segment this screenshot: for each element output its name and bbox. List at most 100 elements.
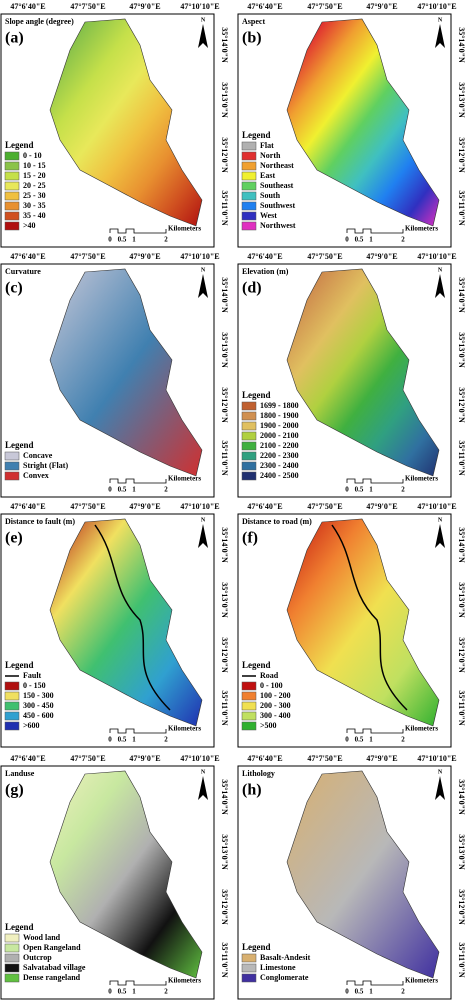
legend-label: Southeast — [260, 181, 294, 190]
latitude-label: 35°13'0"N — [220, 834, 229, 870]
scale-bar — [109, 228, 167, 234]
legend-title: Legend — [5, 440, 34, 450]
legend-swatch — [4, 191, 20, 201]
scale-unit: Kilometers — [405, 977, 438, 985]
map-panel: 47°6'40"E 47°7'50"E 47°9'0"E 47°10'10"E 35°1… — [0, 252, 229, 498]
latitude-label: 35°11'0"N — [457, 440, 466, 475]
legend-label: >600 — [23, 721, 40, 730]
longitude-label: 47°10'10"E — [417, 754, 456, 763]
legend-swatch — [4, 943, 20, 953]
legend-swatch — [4, 681, 20, 691]
legend-label: 1699 - 1800 — [260, 401, 299, 410]
latitude-label: 35°11'0"N — [457, 942, 466, 977]
latitude-label: 35°12'0"N — [457, 387, 466, 423]
scale-tick: 2 — [401, 486, 405, 494]
scale-tick: 1 — [132, 486, 136, 494]
legend-label: 10 - 15 — [23, 161, 46, 170]
legend-swatch — [241, 421, 257, 431]
north-label: N — [201, 17, 206, 23]
north-label: N — [201, 517, 206, 523]
legend-label: Limestone — [260, 963, 296, 972]
latitude-label: 35°13'0"N — [220, 582, 229, 618]
latitude-label: 35°13'0"N — [457, 332, 466, 368]
longitude-label: 47°7'50"E — [307, 754, 342, 763]
latitude-label: 35°13'0"N — [220, 332, 229, 368]
scale-tick: 2 — [164, 486, 168, 494]
panel-title: Elevation (m) — [242, 267, 289, 276]
legend-label: Northwest — [260, 221, 296, 230]
scale-tick: 1 — [369, 486, 373, 494]
legend-swatch — [241, 151, 257, 161]
legend-label: Conglomerate — [260, 973, 309, 982]
legend-swatch — [241, 973, 257, 983]
latitude-label: 35°11'0"N — [457, 690, 466, 725]
legend-swatch — [241, 441, 257, 451]
scale-tick: 1 — [369, 736, 373, 744]
longitude-label: 47°9'0"E — [129, 2, 160, 11]
latitude-label: 35°14'0"N — [457, 27, 466, 63]
scale-tick: 0 — [345, 988, 349, 996]
legend-label: 450 - 600 — [23, 711, 54, 720]
north-arrow — [198, 776, 208, 800]
latitude-label: 35°14'0"N — [220, 779, 229, 815]
panel-title: Distance to road (m) — [242, 517, 312, 526]
legend-title: Legend — [242, 942, 271, 952]
latitude-label: 35°14'0"N — [220, 527, 229, 563]
scale-tick: 0 — [108, 988, 112, 996]
legend-swatch — [4, 711, 20, 721]
legend-swatch — [241, 681, 257, 691]
scale-bar — [109, 728, 167, 734]
longitude-label: 47°10'10"E — [180, 2, 219, 11]
legend-swatch — [241, 221, 257, 231]
scale-tick: 2 — [164, 988, 168, 996]
legend-swatch — [241, 691, 257, 701]
panel-letter: (d) — [242, 280, 262, 297]
legend-title: Legend — [5, 922, 34, 932]
legend-label: South — [260, 191, 281, 200]
legend-label: 100 - 200 — [260, 691, 291, 700]
latitude-label: 35°14'0"N — [220, 27, 229, 63]
latitude-label: 35°12'0"N — [220, 637, 229, 673]
legend-label: 2000 - 2100 — [260, 431, 299, 440]
legend-label: 300 - 450 — [23, 701, 54, 710]
north-arrow — [435, 524, 445, 548]
legend-swatch — [4, 221, 20, 231]
legend-swatch — [241, 171, 257, 181]
legend-label: 200 - 300 — [260, 701, 291, 710]
legend-label: 35 - 40 — [23, 211, 46, 220]
scale-bar — [109, 478, 167, 484]
scale-tick: 0.5 — [355, 486, 364, 494]
longitude-label: 47°6'40"E — [10, 502, 45, 511]
legend-swatch — [4, 461, 20, 471]
latitude-label: 35°14'0"N — [457, 779, 466, 815]
legend-swatch — [241, 411, 257, 421]
legend-swatch — [4, 451, 20, 461]
longitude-label: 47°7'50"E — [70, 502, 105, 511]
scale-tick: 0 — [345, 736, 349, 744]
legend-swatch — [4, 181, 20, 191]
longitude-label: 47°7'50"E — [70, 252, 105, 261]
legend-label: 2400 - 2500 — [260, 471, 299, 480]
legend-label: Southwest — [260, 201, 295, 210]
legend-label: 30 - 35 — [23, 201, 46, 210]
north-label: N — [438, 267, 443, 273]
scale-bar — [346, 728, 404, 734]
longitude-label: 47°7'50"E — [70, 2, 105, 11]
longitude-label: 47°10'10"E — [417, 2, 456, 11]
north-arrow — [198, 24, 208, 48]
latitude-label: 35°12'0"N — [457, 889, 466, 925]
legend-label: 0 - 150 — [23, 681, 46, 690]
legend-label: Outcrop — [23, 953, 52, 962]
latitude-label: 35°13'0"N — [220, 82, 229, 118]
legend-label: 2100 - 2200 — [260, 441, 299, 450]
panel-letter: (h) — [242, 782, 262, 799]
latitude-label: 35°12'0"N — [220, 387, 229, 423]
study-area — [286, 770, 440, 979]
legend-label: Road — [260, 671, 279, 680]
panel-letter: (b) — [242, 30, 262, 47]
legend-label: 1800 - 1900 — [260, 411, 299, 420]
scale-bar — [346, 228, 404, 234]
longitude-label: 47°10'10"E — [180, 252, 219, 261]
scale-unit: Kilometers — [168, 725, 201, 733]
